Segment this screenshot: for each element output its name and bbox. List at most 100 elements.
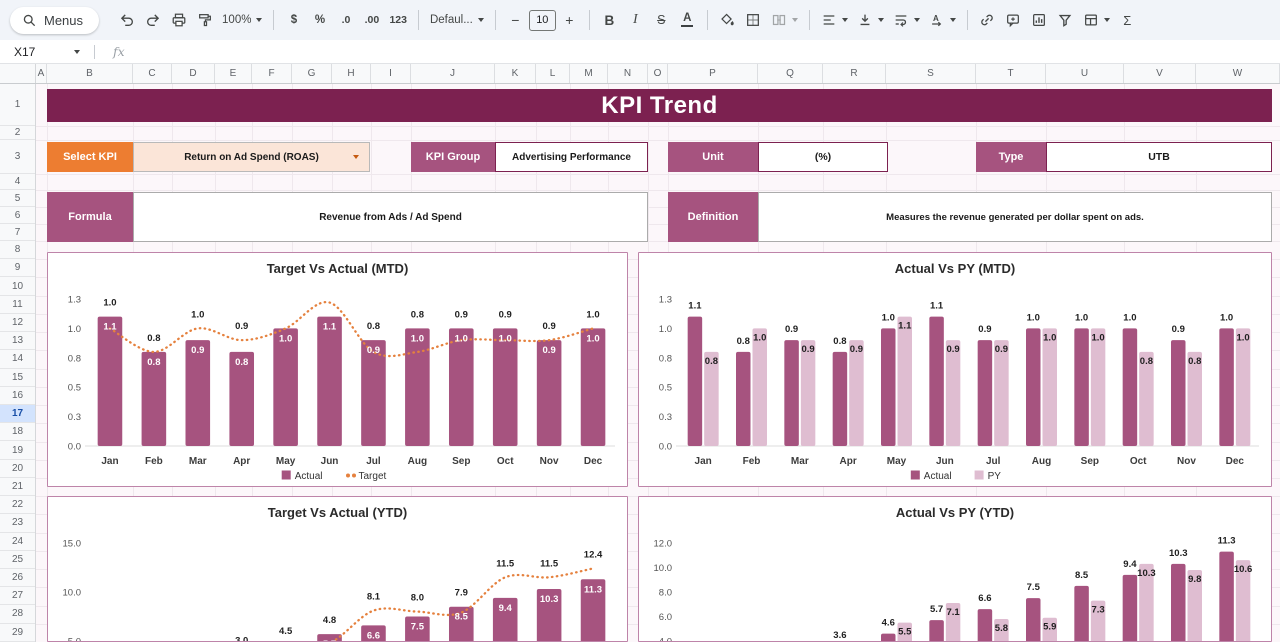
column-header-L[interactable]: L bbox=[536, 64, 570, 83]
column-header-S[interactable]: S bbox=[886, 64, 976, 83]
undo-icon bbox=[120, 14, 133, 26]
undo-button[interactable] bbox=[114, 7, 139, 33]
row-header-7[interactable]: 7 bbox=[0, 224, 35, 241]
column-header-I[interactable]: I bbox=[371, 64, 411, 83]
increase-decimal-button[interactable]: .00 bbox=[359, 7, 384, 33]
kpi-dropdown[interactable]: Return on Ad Spend (ROAS) bbox=[133, 142, 370, 172]
column-header-D[interactable]: D bbox=[172, 64, 215, 83]
italic-button[interactable]: I bbox=[623, 7, 648, 33]
column-header-F[interactable]: F bbox=[252, 64, 292, 83]
create-filter-button[interactable] bbox=[1053, 7, 1078, 33]
row-header-3[interactable]: 3 bbox=[0, 140, 35, 174]
svg-text:9.4: 9.4 bbox=[499, 603, 513, 614]
font-family-select[interactable]: Defaul... bbox=[426, 7, 488, 33]
redo-button[interactable] bbox=[140, 7, 165, 33]
chart-actual-vs-py-ytd[interactable]: Actual Vs PY (YTD) 12.0 10.0 8.0 6.0 4.0 2.8 3.… bbox=[638, 496, 1272, 642]
chart-target-vs-actual-ytd[interactable]: Target Vs Actual (YTD) 15.0 10.0 5.0 5.7 6.6 7… bbox=[47, 496, 628, 642]
format-currency-button[interactable]: $ bbox=[281, 7, 306, 33]
column-header-P[interactable]: P bbox=[668, 64, 758, 83]
strikethrough-button[interactable]: S bbox=[649, 7, 674, 33]
column-header-T[interactable]: T bbox=[976, 64, 1046, 83]
column-header-R[interactable]: R bbox=[823, 64, 886, 83]
row-header-1[interactable]: 1 bbox=[0, 84, 35, 126]
paint-format-button[interactable] bbox=[192, 7, 217, 33]
column-header-Q[interactable]: Q bbox=[758, 64, 823, 83]
insert-comment-button[interactable] bbox=[1001, 7, 1026, 33]
vertical-align-button[interactable] bbox=[853, 7, 888, 33]
row-header-21[interactable]: 21 bbox=[0, 478, 35, 497]
table-views-button[interactable] bbox=[1079, 7, 1114, 33]
row-header-4[interactable]: 4 bbox=[0, 174, 35, 190]
row-header-25[interactable]: 25 bbox=[0, 551, 35, 569]
decrease-font-size-button[interactable]: − bbox=[503, 7, 528, 33]
bold-button[interactable]: B bbox=[597, 7, 622, 33]
zoom-select[interactable]: 100% bbox=[218, 7, 266, 33]
row-header-16[interactable]: 16 bbox=[0, 387, 35, 405]
row-header-23[interactable]: 23 bbox=[0, 514, 35, 533]
row-header-29[interactable]: 29 bbox=[0, 624, 35, 642]
row-header-19[interactable]: 19 bbox=[0, 441, 35, 460]
select-all-corner[interactable] bbox=[0, 64, 36, 83]
borders-button[interactable] bbox=[741, 7, 766, 33]
column-header-B[interactable]: B bbox=[47, 64, 133, 83]
column-header-A[interactable]: A bbox=[36, 64, 47, 83]
decrease-decimal-button[interactable]: .0 bbox=[333, 7, 358, 33]
row-header-20[interactable]: 20 bbox=[0, 460, 35, 478]
font-size-input[interactable]: 10 bbox=[528, 9, 556, 31]
svg-text:1.1: 1.1 bbox=[688, 301, 702, 312]
row-header-12[interactable]: 12 bbox=[0, 314, 35, 333]
row-header-17[interactable]: 17 bbox=[0, 404, 35, 424]
row-header-22[interactable]: 22 bbox=[0, 496, 35, 515]
name-box[interactable]: X17 bbox=[0, 45, 88, 59]
column-header-G[interactable]: G bbox=[292, 64, 332, 83]
text-wrap-button[interactable] bbox=[889, 7, 924, 33]
row-header-11[interactable]: 11 bbox=[0, 296, 35, 314]
svg-text:0.8: 0.8 bbox=[235, 357, 248, 368]
column-header-W[interactable]: W bbox=[1196, 64, 1280, 83]
row-header-13[interactable]: 13 bbox=[0, 332, 35, 351]
insert-chart-button[interactable] bbox=[1027, 7, 1052, 33]
chart-actual-vs-py-mtd[interactable]: Actual Vs PY (MTD) 1.3 1.0 0.8 0.5 0.3 0.0 1.1 0… bbox=[638, 252, 1272, 487]
formula-input[interactable] bbox=[125, 40, 1280, 63]
insert-link-button[interactable] bbox=[975, 7, 1000, 33]
row-header-24[interactable]: 24 bbox=[0, 533, 35, 551]
print-button[interactable] bbox=[166, 7, 191, 33]
column-header-O[interactable]: O bbox=[648, 64, 668, 83]
row-header-18[interactable]: 18 bbox=[0, 423, 35, 442]
row-header-26[interactable]: 26 bbox=[0, 569, 35, 588]
fill-color-button[interactable] bbox=[715, 7, 740, 33]
column-header-M[interactable]: M bbox=[570, 64, 608, 83]
more-formats-button[interactable]: 123 bbox=[385, 7, 411, 33]
column-header-N[interactable]: N bbox=[608, 64, 648, 83]
column-header-J[interactable]: J bbox=[411, 64, 495, 83]
svg-text:0.5: 0.5 bbox=[68, 383, 81, 394]
horizontal-align-button[interactable] bbox=[817, 7, 852, 33]
column-header-K[interactable]: K bbox=[495, 64, 536, 83]
row-header-27[interactable]: 27 bbox=[0, 587, 35, 606]
merge-cells-button[interactable] bbox=[767, 7, 802, 33]
format-percent-button[interactable]: % bbox=[307, 7, 332, 33]
svg-text:9.8: 9.8 bbox=[1188, 574, 1201, 585]
svg-text:0.8: 0.8 bbox=[1188, 356, 1201, 367]
text-color-button[interactable]: A bbox=[675, 7, 700, 33]
column-header-C[interactable]: C bbox=[133, 64, 172, 83]
functions-button[interactable]: Σ bbox=[1115, 7, 1140, 33]
increase-font-size-button[interactable]: + bbox=[557, 7, 582, 33]
row-header-15[interactable]: 15 bbox=[0, 369, 35, 387]
column-header-V[interactable]: V bbox=[1124, 64, 1196, 83]
row-header-9[interactable]: 9 bbox=[0, 259, 35, 278]
column-header-E[interactable]: E bbox=[215, 64, 252, 83]
row-header-28[interactable]: 28 bbox=[0, 605, 35, 624]
text-rotation-button[interactable]: A bbox=[925, 7, 960, 33]
column-header-U[interactable]: U bbox=[1046, 64, 1124, 83]
row-header-6[interactable]: 6 bbox=[0, 207, 35, 224]
chart-target-vs-actual-mtd[interactable]: Target Vs Actual (MTD) 1.3 1.0 0.8 0.5 0.3 0.0… bbox=[47, 252, 628, 487]
row-header-2[interactable]: 2 bbox=[0, 126, 35, 140]
svg-text:0.8: 0.8 bbox=[705, 356, 718, 367]
menus-search[interactable]: Menus bbox=[10, 6, 100, 34]
row-header-5[interactable]: 5 bbox=[0, 190, 35, 207]
column-header-H[interactable]: H bbox=[332, 64, 371, 83]
row-header-14[interactable]: 14 bbox=[0, 350, 35, 369]
row-header-10[interactable]: 10 bbox=[0, 277, 35, 296]
row-header-8[interactable]: 8 bbox=[0, 241, 35, 260]
